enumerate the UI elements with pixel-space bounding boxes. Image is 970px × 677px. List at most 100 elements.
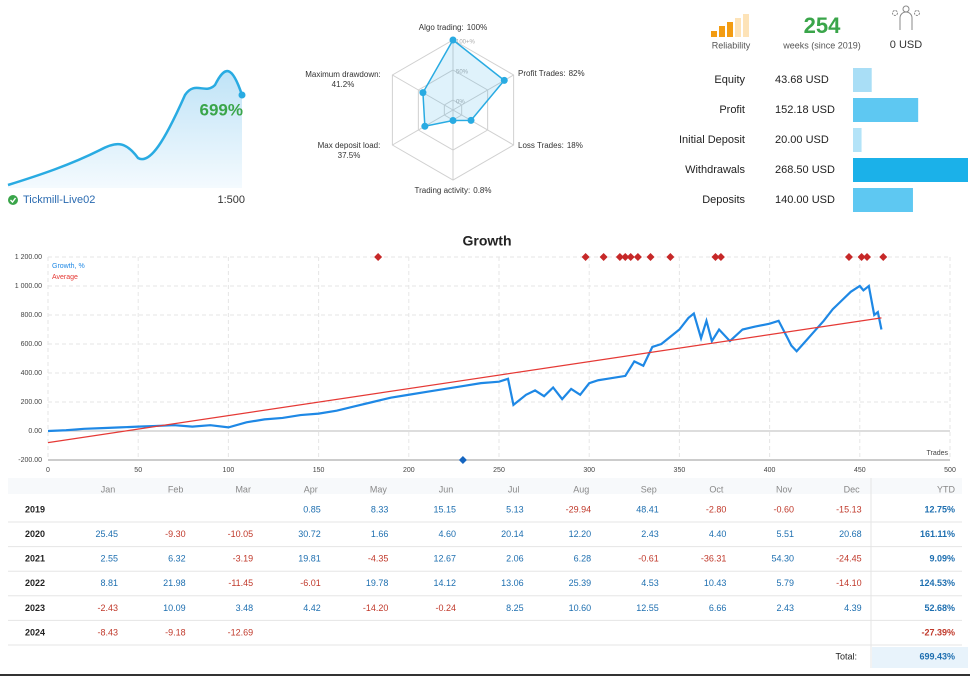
month-cell: 0.85: [303, 504, 321, 514]
month-cell: -36.31: [701, 554, 727, 564]
month-cell: 6.66: [709, 603, 727, 613]
radar-spoke: [452, 109, 514, 146]
month-cell: 48.41: [636, 504, 659, 514]
event-marker: [716, 253, 725, 261]
ytd-cell: -27.39%: [921, 627, 955, 637]
month-cell: -0.61: [638, 554, 659, 564]
month-cell: 4.42: [303, 603, 321, 613]
month-cell: -15.13: [836, 504, 862, 514]
month-cell: 6.32: [168, 554, 186, 564]
x-tick-label: 400: [764, 467, 776, 474]
radar-label: Algo trading: 100%: [419, 23, 487, 32]
month-cell: -2.80: [706, 504, 727, 514]
month-cell: -4.35: [368, 554, 389, 564]
month-cell: -24.45: [836, 554, 862, 564]
x-tick-label: 350: [674, 467, 686, 474]
y-tick-label: 800.00: [21, 312, 43, 319]
radar-label: Loss Trades: 18%: [518, 141, 583, 150]
subscribers: 0 USD: [890, 39, 922, 51]
month-cell: 30.72: [298, 529, 321, 539]
event-marker: [599, 253, 608, 261]
subscribers-icon: [892, 5, 920, 30]
month-cell: 20.14: [501, 529, 524, 539]
month-cell: 8.33: [371, 504, 389, 514]
weeks: 254: [804, 13, 841, 38]
y-tick-label: 200.00: [21, 399, 43, 406]
month-cell: 19.78: [366, 578, 389, 588]
series-line: [47, 317, 882, 444]
month-cell: 5.79: [776, 578, 794, 588]
table-header-bg: [8, 478, 962, 494]
stat-label: Equity: [714, 74, 745, 86]
event-marker: [458, 456, 467, 464]
column-header: Jul: [508, 484, 520, 494]
event-marker: [621, 253, 630, 261]
reliability-icon: [711, 14, 749, 37]
radar-label-value: 0.8%: [473, 186, 491, 195]
month-cell: 10.09: [163, 603, 186, 613]
y-tick-label: 600.00: [21, 341, 43, 348]
month-cell: -29.94: [566, 504, 592, 514]
series-line: [47, 283, 883, 433]
radar-point: [419, 89, 427, 97]
month-cell: 4.39: [844, 603, 862, 613]
radar-point: [421, 122, 429, 130]
month-cell: 12.67: [433, 554, 456, 564]
account-name[interactable]: Tickmill-Live02: [23, 194, 95, 206]
radar-point: [467, 116, 475, 124]
stat-bar: [853, 128, 862, 152]
stat-label: Withdrawals: [685, 164, 745, 176]
column-header: Feb: [168, 484, 184, 494]
event-marker: [581, 253, 590, 261]
y-tick-label: 0.00: [28, 428, 42, 435]
chart-title: Growth: [463, 233, 512, 249]
month-cell: -3.19: [233, 554, 254, 564]
column-header: Dec: [844, 484, 861, 494]
radar-label: Profit Trades: 82%: [518, 69, 585, 78]
radar-point: [449, 116, 457, 124]
stat-label: Initial Deposit: [679, 134, 745, 146]
column-header: Nov: [776, 484, 793, 494]
month-cell: -2.43: [97, 603, 118, 613]
radar-label-name: Trading activity:: [415, 186, 471, 195]
month-cell: 19.81: [298, 554, 321, 564]
legend-entry: Average: [52, 274, 78, 281]
x-tick-label: 300: [583, 467, 595, 474]
stat-value: 152.18 USD: [775, 104, 835, 116]
column-header: Jun: [439, 484, 454, 494]
event-marker: [615, 253, 624, 261]
event-marker: [646, 253, 655, 261]
stat-bar: [853, 188, 913, 212]
verified-icon: [8, 195, 18, 205]
stat-value: 20.00 USD: [775, 134, 829, 146]
radar-area: [422, 38, 506, 128]
event-marker: [844, 253, 853, 261]
leverage: 1:500: [217, 194, 245, 206]
month-cell: 5.13: [506, 504, 524, 514]
row-year: 2022: [25, 578, 45, 588]
x-tick-label: 250: [493, 467, 505, 474]
total-bg: [872, 647, 968, 668]
column-header: Sep: [641, 484, 657, 494]
row-year: 2024: [25, 627, 45, 637]
stat-bar: [853, 158, 968, 182]
month-cell: 12.55: [636, 603, 659, 613]
weeks-label: weeks (since 2019): [782, 40, 861, 50]
event-marker: [626, 253, 635, 261]
month-cell: 10.43: [704, 578, 727, 588]
x-axis-label: Trades: [926, 450, 948, 457]
column-header: YTD: [937, 484, 956, 494]
stat-label: Profit: [719, 104, 745, 116]
month-cell: -0.60: [773, 504, 794, 514]
sparkline-dot: [238, 91, 246, 99]
month-cell: 15.15: [433, 504, 456, 514]
radar-label-value: 82%: [569, 69, 585, 78]
month-cell: 2.55: [100, 554, 118, 564]
event-marker: [879, 253, 888, 261]
event-marker: [857, 253, 866, 261]
month-cell: 10.60: [569, 603, 592, 613]
month-cell: -10.05: [228, 529, 254, 539]
stat-value: 268.50 USD: [775, 164, 835, 176]
month-cell: 6.28: [574, 554, 592, 564]
x-tick-label: 200: [403, 467, 415, 474]
